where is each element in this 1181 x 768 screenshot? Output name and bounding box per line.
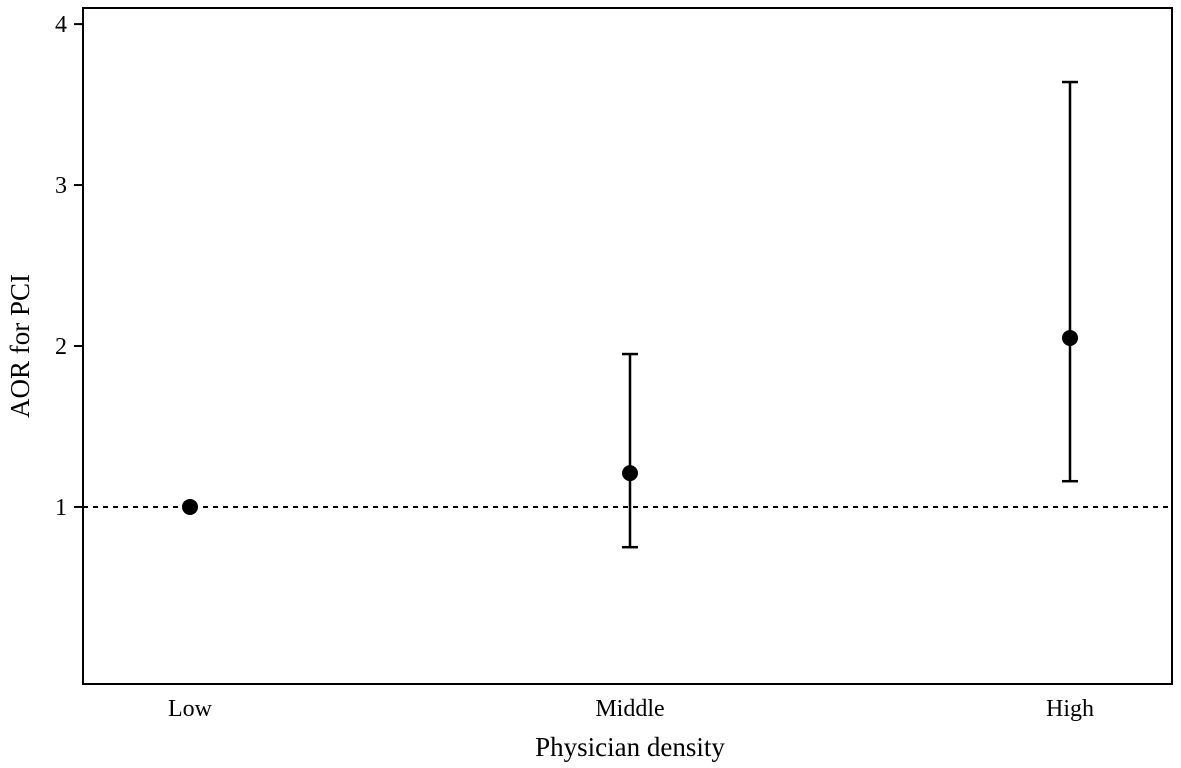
x-axis-title: Physician density	[535, 732, 725, 762]
y-tick-label: 4	[55, 12, 67, 38]
data-point-low	[182, 498, 198, 515]
y-tick-label: 3	[55, 173, 67, 199]
x-tick-label-high: High	[1046, 696, 1094, 722]
data-point-middle	[622, 465, 638, 482]
y-axis-title: AOR for PCI	[5, 274, 35, 418]
x-tick-label-low: Low	[168, 696, 213, 722]
y-tick-label: 1	[55, 495, 67, 521]
y-tick-label: 2	[55, 334, 67, 360]
plot-frame	[82, 7, 1173, 685]
x-tick-label-middle: Middle	[595, 696, 664, 722]
data-point-high	[1062, 329, 1078, 346]
